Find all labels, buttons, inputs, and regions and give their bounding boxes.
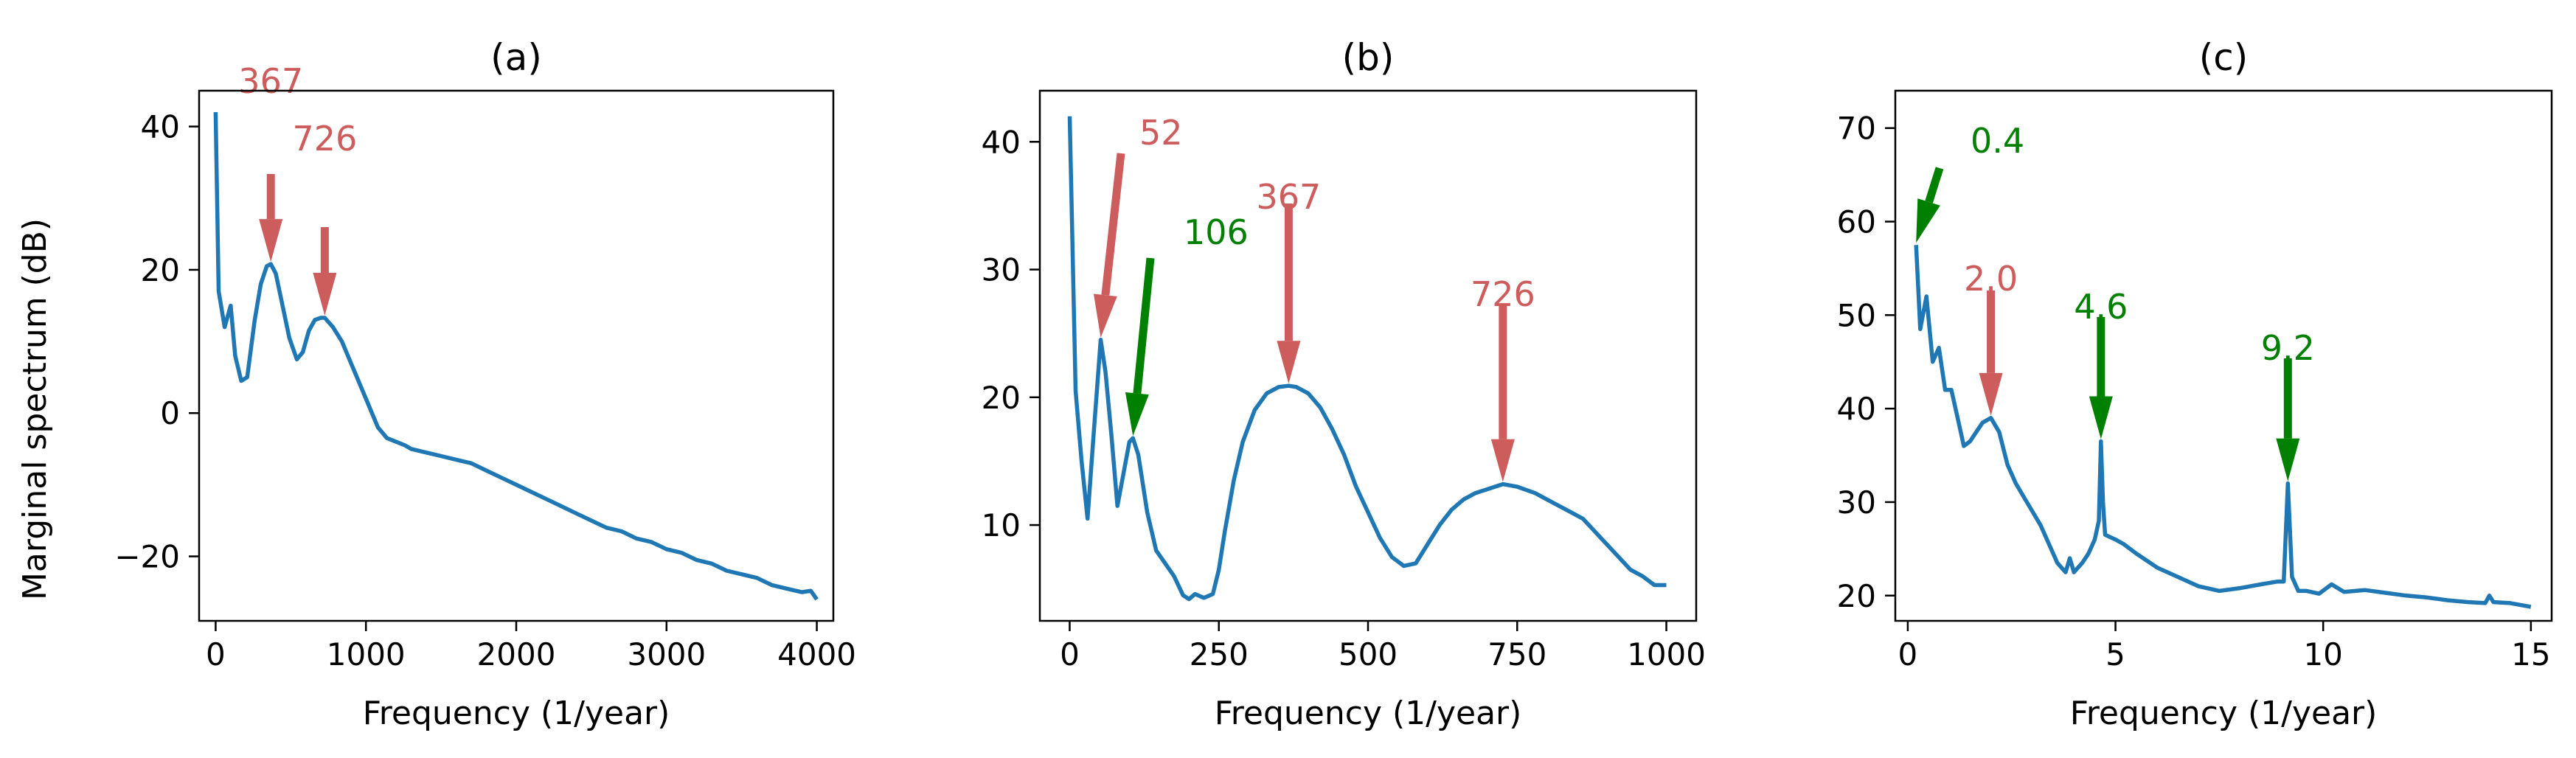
panel-a-frame — [198, 89, 835, 622]
panel-c-spectrum-line — [1914, 245, 2532, 609]
panel-b-annotation-367-arrow-head — [1277, 341, 1301, 384]
panel-a-x-axis-label: Frequency (1/year) — [363, 695, 670, 732]
panel-a-y-tick-label: −20 — [114, 539, 180, 575]
panel-a-x-tick-label: 1000 — [327, 636, 406, 672]
y-axis-label: Marginal spectrum (dB) — [16, 218, 54, 600]
panel-c-frame — [1894, 89, 2553, 622]
panel-b-spectrum-line — [1067, 116, 1667, 602]
panel-c-y-tick-label: 50 — [1837, 297, 1876, 333]
panel-c-x-axis-label: Frequency (1/year) — [2070, 695, 2378, 732]
panel-a-annotation-726-label: 726 — [292, 119, 357, 159]
panel-b-annotation-52-arrow-shaft — [1101, 153, 1125, 296]
panel-b-frame — [1038, 89, 1698, 622]
panel-a-annotation-367-label: 367 — [238, 61, 303, 101]
panel-c-y-tick-label: 60 — [1837, 204, 1876, 240]
panel-b-annotation-726-arrow-head — [1490, 439, 1515, 482]
panel-a-annotation-726-arrow-head — [313, 273, 337, 316]
panel-a-x-tick-label: 3000 — [627, 636, 706, 672]
panel-b-x-tick-label: 500 — [1339, 636, 1398, 672]
panel-a-x-tick-label: 0 — [206, 636, 226, 672]
panel-b-x-tick-label: 1000 — [1627, 636, 1706, 672]
panel-a-y-tick-label: 40 — [141, 109, 180, 145]
panel-a-y-tick-label: 0 — [160, 395, 180, 431]
panel-c-y-tick-label: 30 — [1837, 484, 1876, 521]
panel-b-x-tick-label: 250 — [1190, 636, 1249, 672]
panel-c-y-tick-label: 70 — [1837, 111, 1876, 147]
panel-b-x-tick-label: 0 — [1060, 636, 1080, 672]
panel-a-x-tick-label: 4000 — [777, 636, 856, 672]
panel-b-y-tick-label: 30 — [982, 252, 1021, 288]
panel-b-y-tick-label: 10 — [982, 507, 1021, 543]
panel-c-x-tick-label: 15 — [2511, 636, 2550, 672]
panel-c-annotation-2.0-arrow-head — [1979, 372, 2003, 416]
panel-c-y-tick-label: 20 — [1837, 578, 1876, 614]
panel-c-y-tick-label: 40 — [1837, 391, 1876, 427]
panel-a-spectrum-line — [213, 112, 819, 601]
panel-b-y-tick-label: 40 — [982, 124, 1021, 160]
panel-b-annotation-52-arrow-head — [1093, 293, 1117, 338]
panel-a-title: (a) — [490, 36, 542, 79]
panel-c-annotation-4.6-arrow-head — [2089, 396, 2113, 439]
panel-b-annotation-106-arrow-shaft — [1133, 257, 1155, 394]
panel-c-x-tick-label: 0 — [1898, 636, 1918, 672]
panel-c-annotation-9.2-arrow-head — [2276, 438, 2300, 481]
panel-c-x-tick-label: 5 — [2105, 636, 2125, 672]
panel-c-annotation-0.4-arrow-shaft — [1925, 167, 1944, 204]
panel-c-annotation-0.4-label: 0.4 — [1971, 121, 2024, 161]
panel-a-x-tick-label: 2000 — [477, 636, 556, 672]
panel-b-annotation-52-label: 52 — [1139, 113, 1183, 153]
panel-c-x-tick-label: 10 — [2303, 636, 2342, 672]
panel-b-annotation-106-label: 106 — [1184, 212, 1249, 252]
panel-b-annotation-106-arrow-head — [1125, 392, 1149, 437]
panel-a-y-tick-label: 20 — [141, 252, 180, 288]
panel-a-annotation-367-arrow-head — [259, 219, 283, 262]
panel-b-x-tick-label: 750 — [1487, 636, 1546, 672]
panel-c-annotation-0.4-arrow-head — [1916, 198, 1940, 243]
panel-b-title: (b) — [1342, 36, 1395, 79]
panel-b-y-tick-label: 20 — [982, 380, 1021, 416]
panel-b-x-axis-label: Frequency (1/year) — [1215, 695, 1522, 732]
panel-c-title: (c) — [2199, 36, 2249, 79]
